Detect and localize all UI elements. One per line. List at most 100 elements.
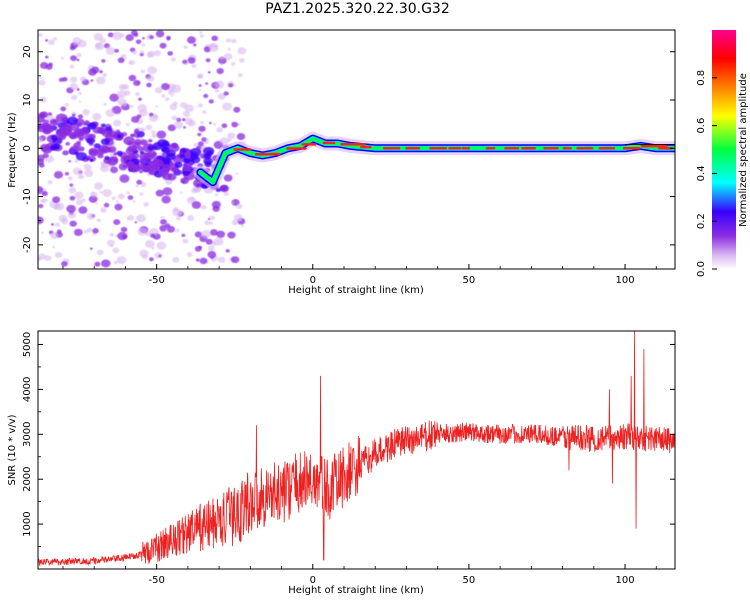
- heatmap-cell: [158, 254, 162, 258]
- heatmap-cell: [90, 79, 94, 82]
- heatmap-cell: [48, 39, 55, 46]
- heatmap-cell: [55, 131, 67, 140]
- heatmap-cell: [74, 158, 80, 163]
- colorbar-gradient: [712, 30, 736, 269]
- heatmap-cell: [237, 123, 241, 126]
- heatmap-cell: [123, 84, 130, 90]
- heatmap-cell: [70, 94, 78, 101]
- heatmap-cell: [38, 203, 44, 209]
- heatmap-cell: [73, 142, 81, 149]
- heatmap-cell: [211, 241, 217, 246]
- heatmap-cell: [69, 133, 78, 140]
- heatmap-cell: [219, 55, 225, 60]
- heatmap-cell: [211, 200, 221, 209]
- heatmap-cell: [116, 150, 123, 156]
- heatmap-cell: [125, 122, 130, 127]
- heatmap-cell: [139, 152, 151, 161]
- heatmap-cell: [161, 146, 171, 154]
- heatmap-cell: [140, 69, 146, 74]
- top-x-tick-label: 50: [463, 275, 476, 286]
- heatmap-cell: [72, 167, 82, 175]
- heatmap-cell: [120, 33, 125, 38]
- heatmap-cell: [133, 79, 141, 87]
- heatmap-cell: [207, 71, 211, 74]
- heatmap-cell: [84, 169, 94, 177]
- heatmap-cell: [102, 189, 112, 197]
- heatmap-cell: [171, 167, 178, 173]
- heatmap-cell: [69, 195, 76, 201]
- heatmap-cell: [160, 216, 165, 220]
- heatmap-cell: [123, 90, 131, 96]
- heatmap-cell: [99, 37, 106, 44]
- heatmap-cell: [214, 193, 219, 197]
- heatmap-cell: [168, 143, 180, 153]
- heatmap-cell: [89, 158, 94, 162]
- heatmap-cell: [38, 253, 47, 260]
- heatmap-cell: [117, 98, 127, 106]
- heatmap-cell: [105, 46, 116, 55]
- heatmap-cell: [222, 102, 232, 111]
- heatmap-cell: [172, 256, 180, 263]
- heatmap-cell: [135, 184, 139, 188]
- heatmap-cell: [152, 114, 158, 119]
- ridge-inner: [198, 137, 675, 184]
- heatmap-cell: [155, 30, 165, 38]
- heatmap-cell: [38, 33, 43, 37]
- heatmap-cell: [83, 229, 88, 234]
- heatmap-cell: [78, 146, 85, 152]
- heatmap-cell: [217, 256, 226, 263]
- heatmap-cell: [61, 261, 68, 267]
- heatmap-cell: [175, 228, 180, 233]
- heatmap-cell: [95, 76, 106, 85]
- colorbar-tick-label: 0.8: [696, 70, 707, 86]
- heatmap-cell: [101, 59, 106, 63]
- heatmap-cell: [198, 89, 202, 92]
- heatmap-cell: [75, 152, 88, 161]
- heatmap-cell: [106, 239, 115, 247]
- heatmap-cell: [64, 102, 70, 107]
- heatmap-cell: [128, 59, 135, 66]
- heatmap-cell: [111, 196, 116, 201]
- heatmap-cell: [138, 97, 142, 101]
- heatmap-cell: [166, 153, 176, 161]
- heatmap-cell: [135, 39, 142, 45]
- heatmap-cell: [131, 30, 138, 36]
- heatmap-cell: [208, 121, 212, 125]
- top-y-axis: -20 -10 0 10 20: [22, 45, 675, 270]
- heatmap-cell: [41, 231, 44, 234]
- heatmap-cell: [216, 127, 223, 133]
- heatmap-cell: [233, 106, 241, 113]
- heatmap-cell: [45, 39, 49, 42]
- heatmap-cell: [193, 43, 197, 47]
- heatmap-cell: [197, 141, 204, 147]
- top-x-tick-label: -50: [148, 275, 164, 286]
- heatmap-cell: [89, 247, 93, 250]
- heatmap-cell: [153, 50, 161, 56]
- heatmap-cell: [117, 57, 125, 64]
- heatmap-cell: [38, 123, 48, 133]
- heatmap-cell: [155, 189, 165, 197]
- heatmap-cell: [38, 137, 43, 143]
- heatmap-cell: [100, 138, 110, 146]
- heatmap-cell: [78, 91, 82, 95]
- heatmap-cell: [183, 126, 186, 129]
- heatmap-cell: [76, 88, 80, 91]
- heatmap-cell: [230, 61, 236, 66]
- heatmap-cell: [199, 257, 208, 265]
- heatmap-cell: [99, 190, 103, 194]
- heatmap-cell: [103, 202, 110, 208]
- heatmap-cell: [136, 114, 142, 119]
- heatmap-cell: [52, 119, 57, 124]
- colorbar-ticks: 0.0 0.2 0.4 0.6 0.8: [696, 70, 717, 277]
- heatmap-cell: [114, 48, 120, 53]
- heatmap-cell: [148, 257, 154, 262]
- heatmap-cell: [74, 191, 84, 200]
- heatmap-cell: [62, 217, 65, 220]
- heatmap-cell: [73, 228, 83, 237]
- heatmap-cell: [52, 245, 56, 249]
- heatmap-cell: [72, 37, 82, 45]
- heatmap-cell: [142, 254, 148, 260]
- heatmap-cell: [228, 83, 234, 88]
- heatmap-cell: [167, 124, 176, 132]
